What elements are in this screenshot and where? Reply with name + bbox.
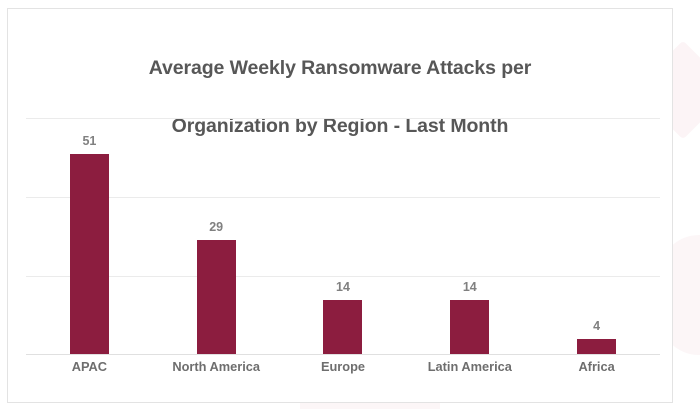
bar-value-label: 14 <box>462 279 477 294</box>
bar[interactable] <box>196 240 236 355</box>
chart-title-line-2: Organization by Region - Last Month <box>171 115 509 137</box>
bar-slot: 51 <box>26 118 153 355</box>
bar-slot: 14 <box>280 118 407 355</box>
bar[interactable] <box>577 339 617 355</box>
chart-title: Average Weekly Ransomware Attacks per Or… <box>8 25 672 141</box>
x-axis-line <box>26 354 660 355</box>
x-axis-category-labels: APAC North America Europe Latin America Afri… <box>26 359 660 375</box>
bar-slot: 29 <box>153 118 280 355</box>
x-axis-category-label: Europe <box>320 359 366 374</box>
gridline <box>26 118 660 119</box>
bar[interactable] <box>323 299 363 355</box>
x-axis-category-label: APAC <box>71 359 108 374</box>
bar-value-label: 4 <box>593 319 601 334</box>
bar-value-label: 29 <box>209 220 224 235</box>
plot-area: 51 29 14 14 4 <box>26 118 660 355</box>
x-axis-category-label: Latin America <box>427 359 512 374</box>
bar-slot: 14 <box>406 118 533 355</box>
bar[interactable] <box>450 299 490 355</box>
chart-frame: Average Weekly Ransomware Attacks per Or… <box>7 8 673 403</box>
x-axis-category-label: Africa <box>578 359 615 374</box>
gridline <box>26 276 660 277</box>
bar-value-label: 14 <box>336 279 350 294</box>
bar-value-label: 51 <box>82 133 97 148</box>
x-axis-category-label: North America <box>172 359 261 374</box>
bar[interactable] <box>69 153 109 355</box>
bar-slot: 4 <box>533 118 660 355</box>
chart-title-line-1: Average Weekly Ransomware Attacks per <box>148 57 532 79</box>
gridline <box>26 197 660 198</box>
bar-series: 51 29 14 14 4 <box>26 118 660 355</box>
